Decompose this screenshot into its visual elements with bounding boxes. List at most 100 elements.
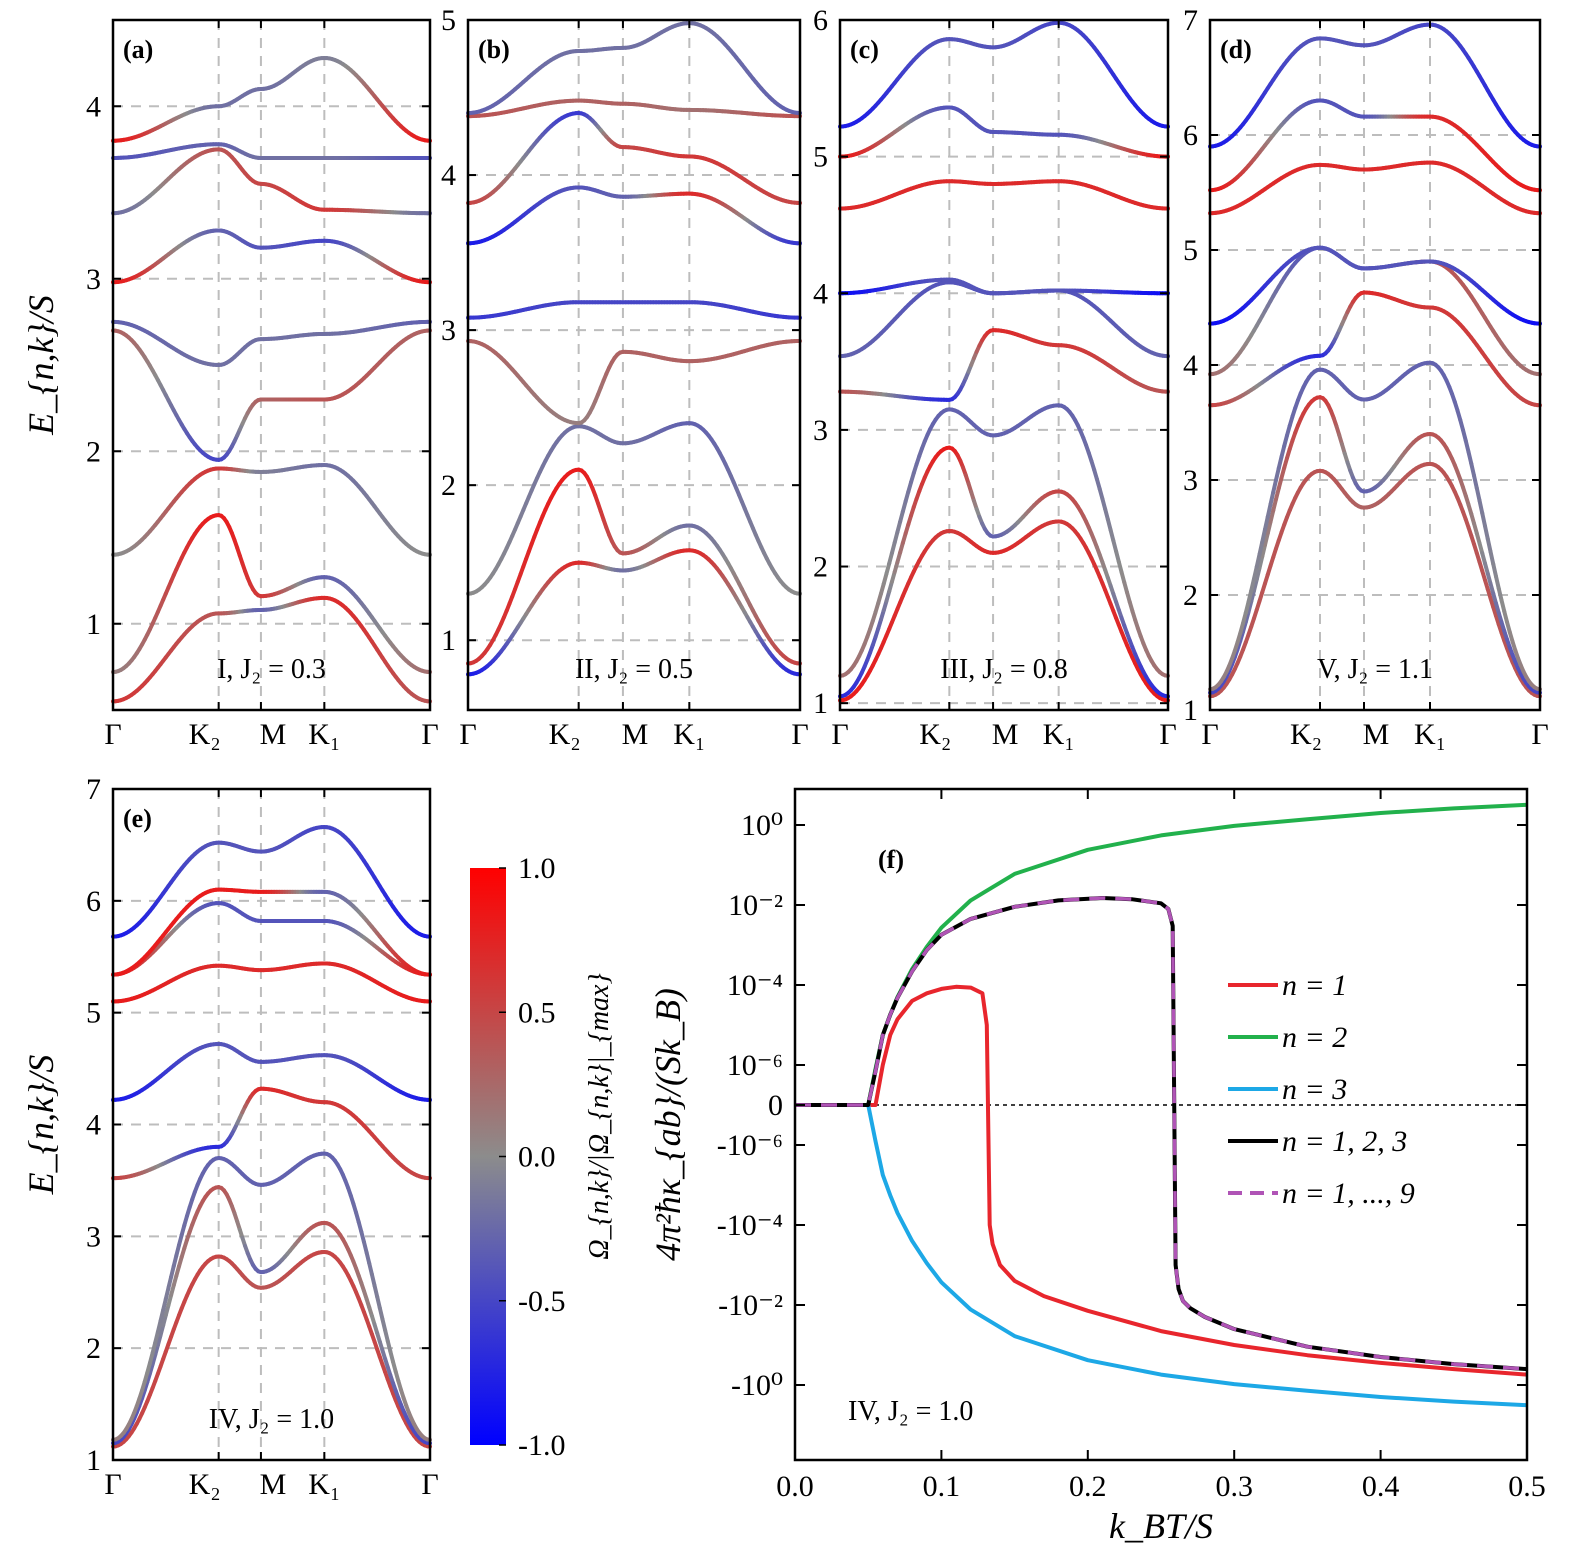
panel-label: (a) xyxy=(123,35,153,64)
x-tick-label: M xyxy=(992,718,1019,751)
band-panel-b: 1 2 3 4 5 Γ K₂ M K₁ Γ (b) II, J₂ = 0.5 xyxy=(441,4,809,751)
panel-annotation: V, J₂ = 1.1 xyxy=(1317,654,1433,685)
x-tick-label: K₁ xyxy=(1414,718,1446,751)
band-1 xyxy=(838,519,1170,703)
y-tick-label: 1 xyxy=(813,687,828,720)
band-2 xyxy=(1208,395,1542,695)
band-segment xyxy=(1477,498,1485,516)
x-tick-label: Γ xyxy=(1531,718,1548,751)
x-tick-label: K₂ xyxy=(919,718,951,751)
y-tick-label: 6 xyxy=(1183,119,1198,152)
band-7 xyxy=(838,179,1170,211)
y-tick-label: 2 xyxy=(813,551,828,584)
y-tick-label: 2 xyxy=(86,435,101,468)
x-tick-label: K₁ xyxy=(673,718,705,751)
x-tick-label: K₁ xyxy=(1043,718,1075,751)
band-1 xyxy=(466,548,802,677)
y-tick-label: 1 xyxy=(1183,694,1198,727)
panel-frame xyxy=(466,18,802,712)
panel-annotation: I, J₂ = 0.3 xyxy=(217,654,326,685)
band-6 xyxy=(838,277,1170,296)
band-9 xyxy=(838,20,1170,129)
band-segment xyxy=(1260,527,1267,544)
band-panel-a: 1 2 3 4 Γ K₂ M K₁ Γ (a) I, J₂ = 0.3 E_{n,k}/S xyxy=(21,18,439,751)
band-segment xyxy=(1491,562,1498,579)
band-segment xyxy=(1472,473,1479,490)
x-tick-label: K₂ xyxy=(549,718,581,751)
band-segment xyxy=(1469,461,1476,478)
band-panel-d: 1 2 3 4 5 6 7 Γ K₂ M K₁ Γ (d) V, J₂ = 1.1 xyxy=(1183,4,1549,751)
y-tick-label: 4 xyxy=(813,277,828,310)
band-segment xyxy=(1494,574,1501,591)
x-tick-label: Γ xyxy=(1201,718,1218,751)
panel-frame xyxy=(838,18,1170,712)
band-segment xyxy=(1271,478,1278,495)
band-3 xyxy=(111,463,432,557)
y-tick-label: 3 xyxy=(86,263,101,296)
y-tick-label: 5 xyxy=(813,141,828,174)
band-6 xyxy=(1208,245,1542,326)
band-segment xyxy=(1480,511,1487,528)
band-segment xyxy=(1488,549,1496,567)
band-3 xyxy=(838,403,1170,678)
band-4 xyxy=(111,328,432,462)
x-tick-label: Γ xyxy=(421,718,438,751)
band-9 xyxy=(466,21,802,116)
band-segment xyxy=(1265,502,1273,519)
y-tick-label: 2 xyxy=(1183,579,1198,612)
x-tick-label: Γ xyxy=(791,718,808,751)
y-tick-label: 4 xyxy=(441,159,456,192)
band-2 xyxy=(838,445,1170,699)
band-6 xyxy=(111,228,432,285)
x-tick-label: M xyxy=(260,718,287,751)
band-segment xyxy=(1252,564,1259,581)
panel-label: (b) xyxy=(478,35,510,64)
band-segment xyxy=(1268,490,1276,507)
band-7 xyxy=(466,111,802,205)
panel-annotation: III, J₂ = 0.8 xyxy=(940,654,1067,685)
y-tick-label: 3 xyxy=(813,414,828,447)
band-1 xyxy=(111,595,432,704)
band-8 xyxy=(838,105,1170,159)
band-segment xyxy=(1249,576,1256,593)
y-axis-label: E_{n,k}/S xyxy=(21,295,61,436)
band-8 xyxy=(111,142,432,160)
panel-label: (c) xyxy=(850,35,879,64)
band-6 xyxy=(466,185,802,246)
band-2 xyxy=(111,513,432,675)
y-tick-label: 1 xyxy=(441,624,456,657)
y-tick-label: 5 xyxy=(441,4,456,37)
x-tick-label: Γ xyxy=(1159,718,1176,751)
y-tick-label: 3 xyxy=(441,314,456,347)
band-9 xyxy=(1208,22,1542,149)
y-tick-label: 3 xyxy=(1183,464,1198,497)
band-3 xyxy=(1208,360,1542,692)
band-panel-c: 1 2 3 4 5 6 Γ K₂ M K₁ Γ (c) III, J₂ = 0.8 xyxy=(813,4,1177,751)
x-tick-label: K₂ xyxy=(189,718,221,751)
panel-frame xyxy=(111,18,432,712)
band-segment xyxy=(1263,514,1270,532)
band-4 xyxy=(838,328,1170,402)
band-7 xyxy=(111,147,432,216)
band-segment xyxy=(1485,536,1493,554)
band-5 xyxy=(111,319,432,367)
panel-annotation: II, J₂ = 0.5 xyxy=(575,654,693,685)
band-segment xyxy=(1257,539,1265,557)
panel-label: (d) xyxy=(1220,35,1252,64)
y-tick-label: 6 xyxy=(813,4,828,37)
y-tick-label: 5 xyxy=(1183,234,1198,267)
band-segment xyxy=(1474,485,1482,503)
band-segment xyxy=(1254,552,1262,569)
x-tick-label: K₁ xyxy=(308,718,340,751)
y-tick-label: 1 xyxy=(86,608,101,641)
band-1 xyxy=(1208,461,1542,699)
band-3 xyxy=(111,1151,432,1442)
band-8 xyxy=(1208,98,1542,193)
x-tick-label: M xyxy=(1363,718,1390,751)
band-segment xyxy=(1274,466,1281,483)
band-2 xyxy=(466,467,802,666)
band-5 xyxy=(466,300,802,320)
y-tick-label: 2 xyxy=(441,469,456,502)
